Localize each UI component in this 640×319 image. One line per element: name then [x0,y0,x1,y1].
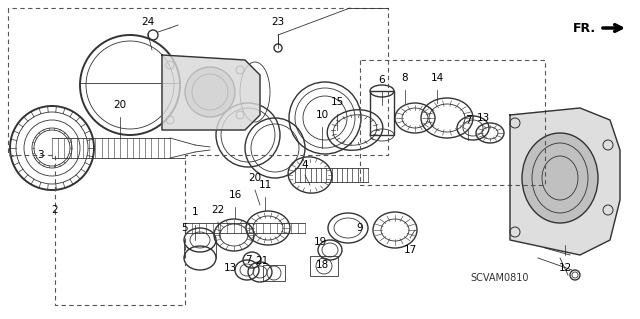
Text: FR.: FR. [573,21,596,34]
Text: 7: 7 [244,255,252,265]
Text: 13: 13 [476,113,490,123]
Text: 2: 2 [52,205,58,215]
Polygon shape [510,108,620,255]
Polygon shape [162,55,260,130]
Text: 24: 24 [141,17,155,27]
Bar [310,256,338,276]
Text: 21: 21 [255,256,269,266]
Text: 13: 13 [223,263,237,273]
Text: 10: 10 [316,110,328,120]
Text: 16: 16 [228,190,242,200]
Text: 20: 20 [248,173,262,183]
Bar [370,91,394,135]
Text: SCVAM0810: SCVAM0810 [471,273,529,283]
Text: 1: 1 [192,207,198,217]
Text: 15: 15 [330,97,344,107]
Text: 23: 23 [271,17,285,27]
Ellipse shape [522,133,598,223]
Ellipse shape [185,67,235,117]
Text: 20: 20 [113,100,127,110]
Text: 18: 18 [316,260,328,270]
Text: 3: 3 [36,150,44,160]
Text: 6: 6 [379,75,385,85]
Text: 12: 12 [558,263,572,273]
Text: 7: 7 [465,115,471,125]
Text: 11: 11 [259,180,271,190]
Text: 22: 22 [211,205,225,215]
Text: 17: 17 [403,245,417,255]
Text: 4: 4 [301,160,308,170]
Text: 8: 8 [402,73,408,83]
Text: 14: 14 [430,73,444,83]
Text: 19: 19 [314,237,326,247]
Bar [263,265,285,281]
Text: 9: 9 [356,223,364,233]
Text: 5: 5 [182,223,188,233]
